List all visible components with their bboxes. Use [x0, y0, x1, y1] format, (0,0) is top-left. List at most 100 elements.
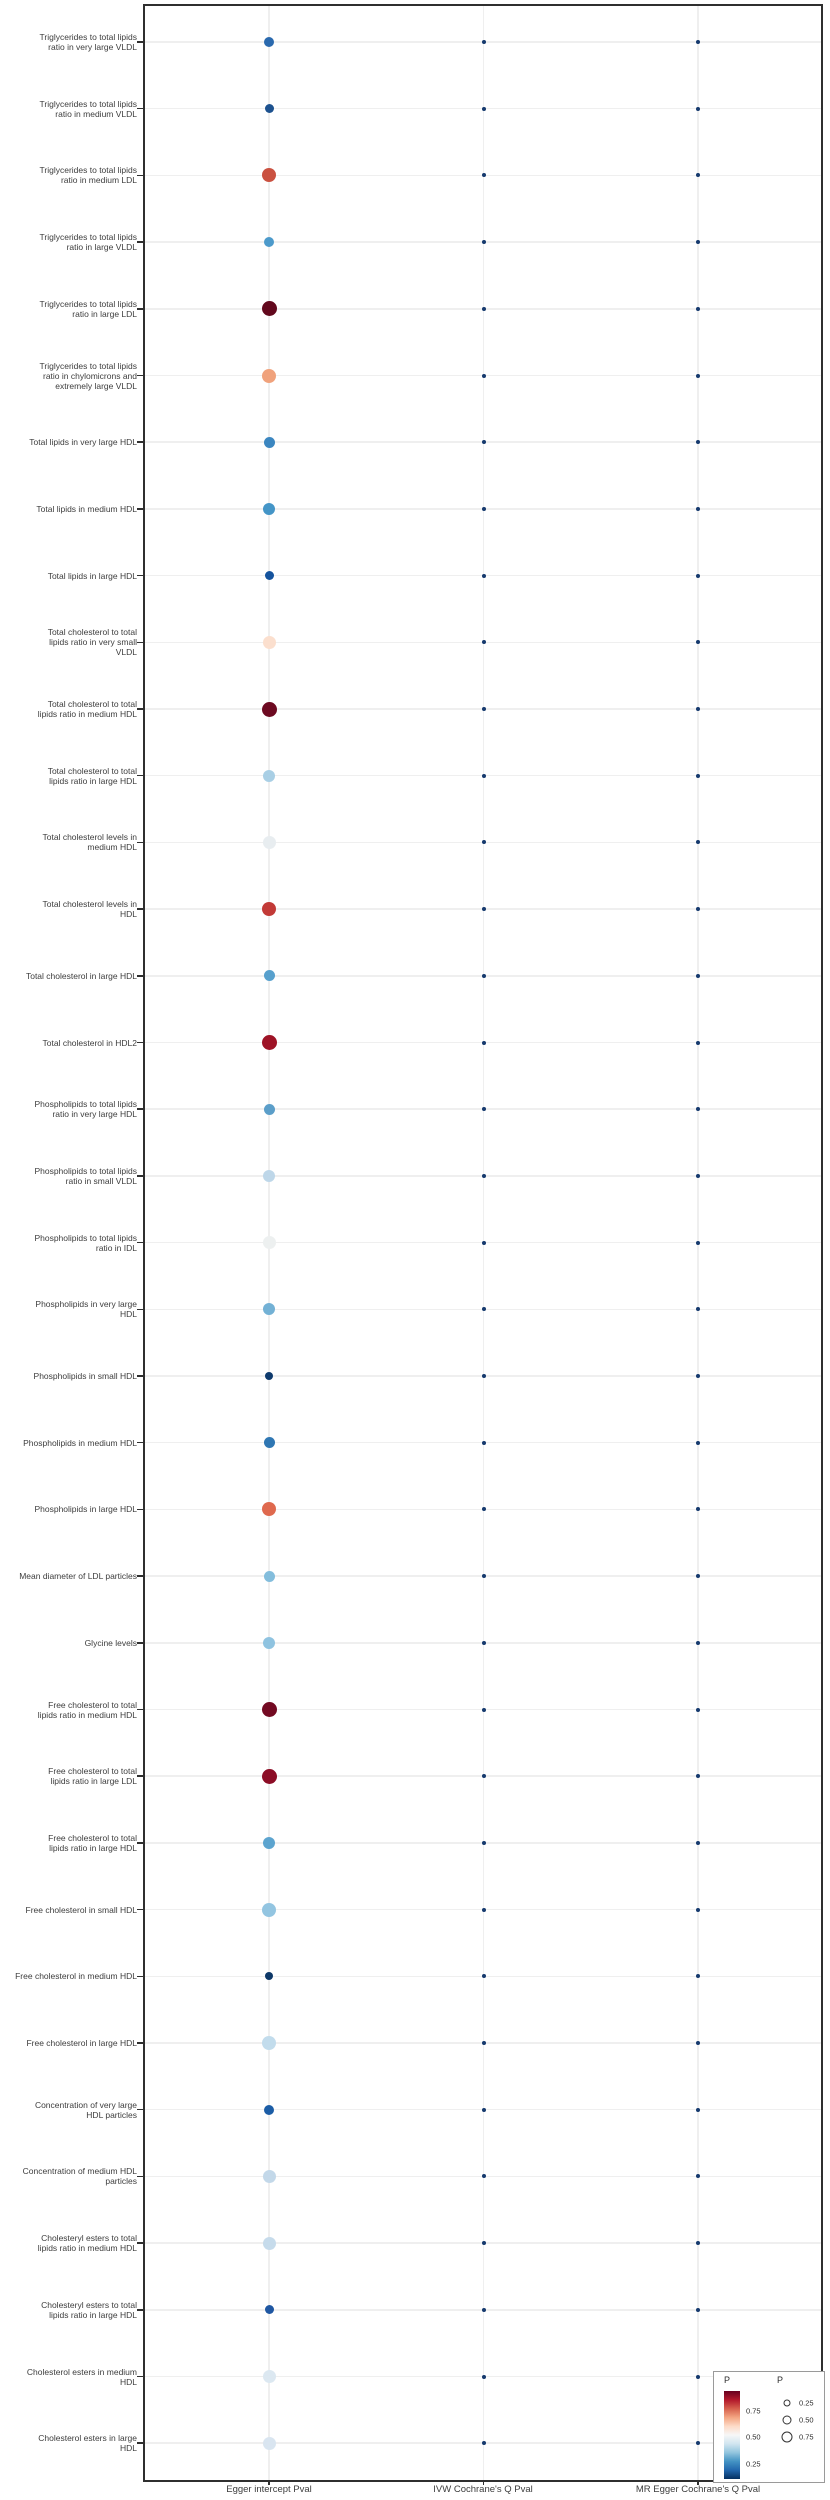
dot-ivw-q [481, 506, 486, 511]
dot-ivw-q [481, 40, 486, 44]
dot-egger-intercept [262, 2169, 276, 2183]
dot-egger-intercept [261, 1035, 277, 1050]
dot-ivw-q [481, 640, 486, 645]
dot-mr-egger-q [696, 2241, 700, 2246]
dot-mr-egger-q [696, 1374, 700, 1378]
dot-egger-intercept [263, 1169, 275, 1182]
dot-ivw-q [481, 840, 486, 845]
dot-ivw-q [481, 306, 486, 311]
dot-mr-egger-q [696, 1840, 700, 1845]
dot-ivw-q [481, 2374, 486, 2379]
row-label: Triglycerides to total lipids ratio in c… [39, 360, 137, 391]
dot-ivw-q [481, 2041, 486, 2045]
dot-mr-egger-q [696, 240, 700, 245]
dot-egger-intercept [261, 301, 277, 317]
row-label: Free cholesterol in small HDL [25, 1904, 137, 1915]
y-axis-tick [137, 2375, 143, 2378]
row-label: Concentration of medium HDL particles [22, 2166, 137, 2187]
dot-mr-egger-q [696, 506, 700, 511]
dot-ivw-q [481, 1307, 486, 1312]
row-label: Triglycerides to total lipids ratio in m… [39, 98, 137, 119]
dot-mr-egger-q [696, 1640, 700, 1645]
dot-ivw-q [481, 1173, 486, 1178]
dot-mr-egger-q [696, 2441, 700, 2446]
dot-ivw-q [481, 2241, 486, 2246]
dot-egger-intercept [263, 436, 275, 448]
dot-mr-egger-q [696, 440, 700, 445]
dot-egger-intercept [264, 37, 274, 47]
y-axis-tick [137, 1375, 143, 1377]
row-label: Phospholipids to total lipids ratio in v… [34, 1099, 137, 1120]
dot-mr-egger-q [696, 2041, 700, 2045]
y-axis-tick [137, 908, 143, 910]
dot-egger-intercept [262, 168, 276, 183]
dot-ivw-q [481, 573, 486, 578]
dot-ivw-q [481, 1107, 486, 1112]
dot-mr-egger-q [696, 1707, 700, 1712]
color-legend-tick: 0.25 [746, 2459, 761, 2469]
row-label: Total cholesterol in large HDL [25, 970, 137, 981]
dot-egger-intercept [263, 970, 275, 982]
dot-ivw-q [481, 2107, 486, 2112]
dot-egger-intercept [264, 2104, 274, 2115]
dot-mr-egger-q [696, 1774, 700, 1779]
row-label: Triglycerides to total lipids ratio in l… [39, 232, 137, 253]
dot-mr-egger-q [696, 173, 700, 178]
size-legend-circle-small [783, 2399, 791, 2407]
row-label: Cholesterol esters in medium HDL [26, 2366, 137, 2387]
dot-mr-egger-q [696, 2307, 700, 2312]
dot-ivw-q [481, 173, 486, 178]
y-axis-tick [137, 174, 143, 177]
y-axis-tick [137, 1108, 143, 1110]
row-label: Total cholesterol to total lipids ratio … [47, 765, 137, 786]
dot-mr-egger-q [696, 2374, 700, 2379]
legend-panel: P 0.75 0.50 0.25 P 0.25 0.50 0.75 [713, 2371, 825, 2483]
dot-egger-intercept [262, 2036, 276, 2050]
row-label: Free cholesterol to total lipids ratio i… [37, 1699, 137, 1720]
dot-egger-intercept [263, 1636, 275, 1649]
dot-egger-intercept [262, 835, 276, 849]
y-axis-tick [137, 1708, 143, 1711]
dot-ivw-q [481, 1374, 486, 1378]
row-label: Total cholesterol to total lipids ratio … [47, 627, 137, 658]
row-label: Phospholipids in small HDL [33, 1371, 137, 1381]
dot-mr-egger-q [696, 2107, 700, 2112]
dot-mr-egger-q [696, 1173, 700, 1178]
y-axis-tick [137, 1575, 143, 1577]
row-label: Total lipids in large HDL [47, 570, 137, 581]
dot-ivw-q [481, 2174, 486, 2179]
dot-ivw-q [481, 1840, 486, 1845]
dot-ivw-q [481, 1707, 486, 1712]
dot-egger-intercept [261, 701, 277, 717]
y-axis-tick [137, 41, 143, 43]
dot-mr-egger-q [696, 106, 700, 111]
row-label: Phospholipids in large HDL [34, 1504, 137, 1515]
dot-egger-intercept [264, 237, 274, 248]
row-label: Phospholipids to total lipids ratio in I… [34, 1232, 137, 1253]
dot-egger-intercept [262, 1902, 276, 1917]
plot-area [143, 4, 823, 2482]
y-axis-tick [137, 1241, 143, 1244]
size-legend-title: P [777, 2375, 784, 2385]
dot-mr-egger-q [696, 840, 700, 845]
dot-ivw-q [481, 440, 486, 445]
row-label: Triglycerides to total lipids ratio in l… [39, 298, 137, 319]
dot-egger-intercept [263, 1303, 275, 1316]
dot-mr-egger-q [696, 640, 700, 645]
x-axis-tick [268, 2480, 270, 2485]
row-label: Cholesterol esters in large HDL [38, 2433, 137, 2454]
y-axis-tick [137, 2309, 143, 2311]
size-legend-label: 0.75 [799, 2432, 814, 2441]
row-label: Cholesteryl esters to total lipids ratio… [41, 2299, 137, 2320]
dot-ivw-q [481, 106, 486, 111]
dot-egger-intercept [262, 2236, 276, 2250]
dot-ivw-q [481, 1440, 486, 1445]
y-axis-tick [137, 1908, 143, 1911]
dot-egger-intercept [262, 1502, 276, 1517]
dot-ivw-q [481, 1974, 486, 1979]
dot-egger-intercept [263, 1570, 275, 1582]
dot-ivw-q [481, 773, 486, 778]
dot-egger-intercept [263, 1103, 275, 1115]
dot-ivw-q [481, 1907, 486, 1912]
dot-ivw-q [481, 240, 486, 245]
